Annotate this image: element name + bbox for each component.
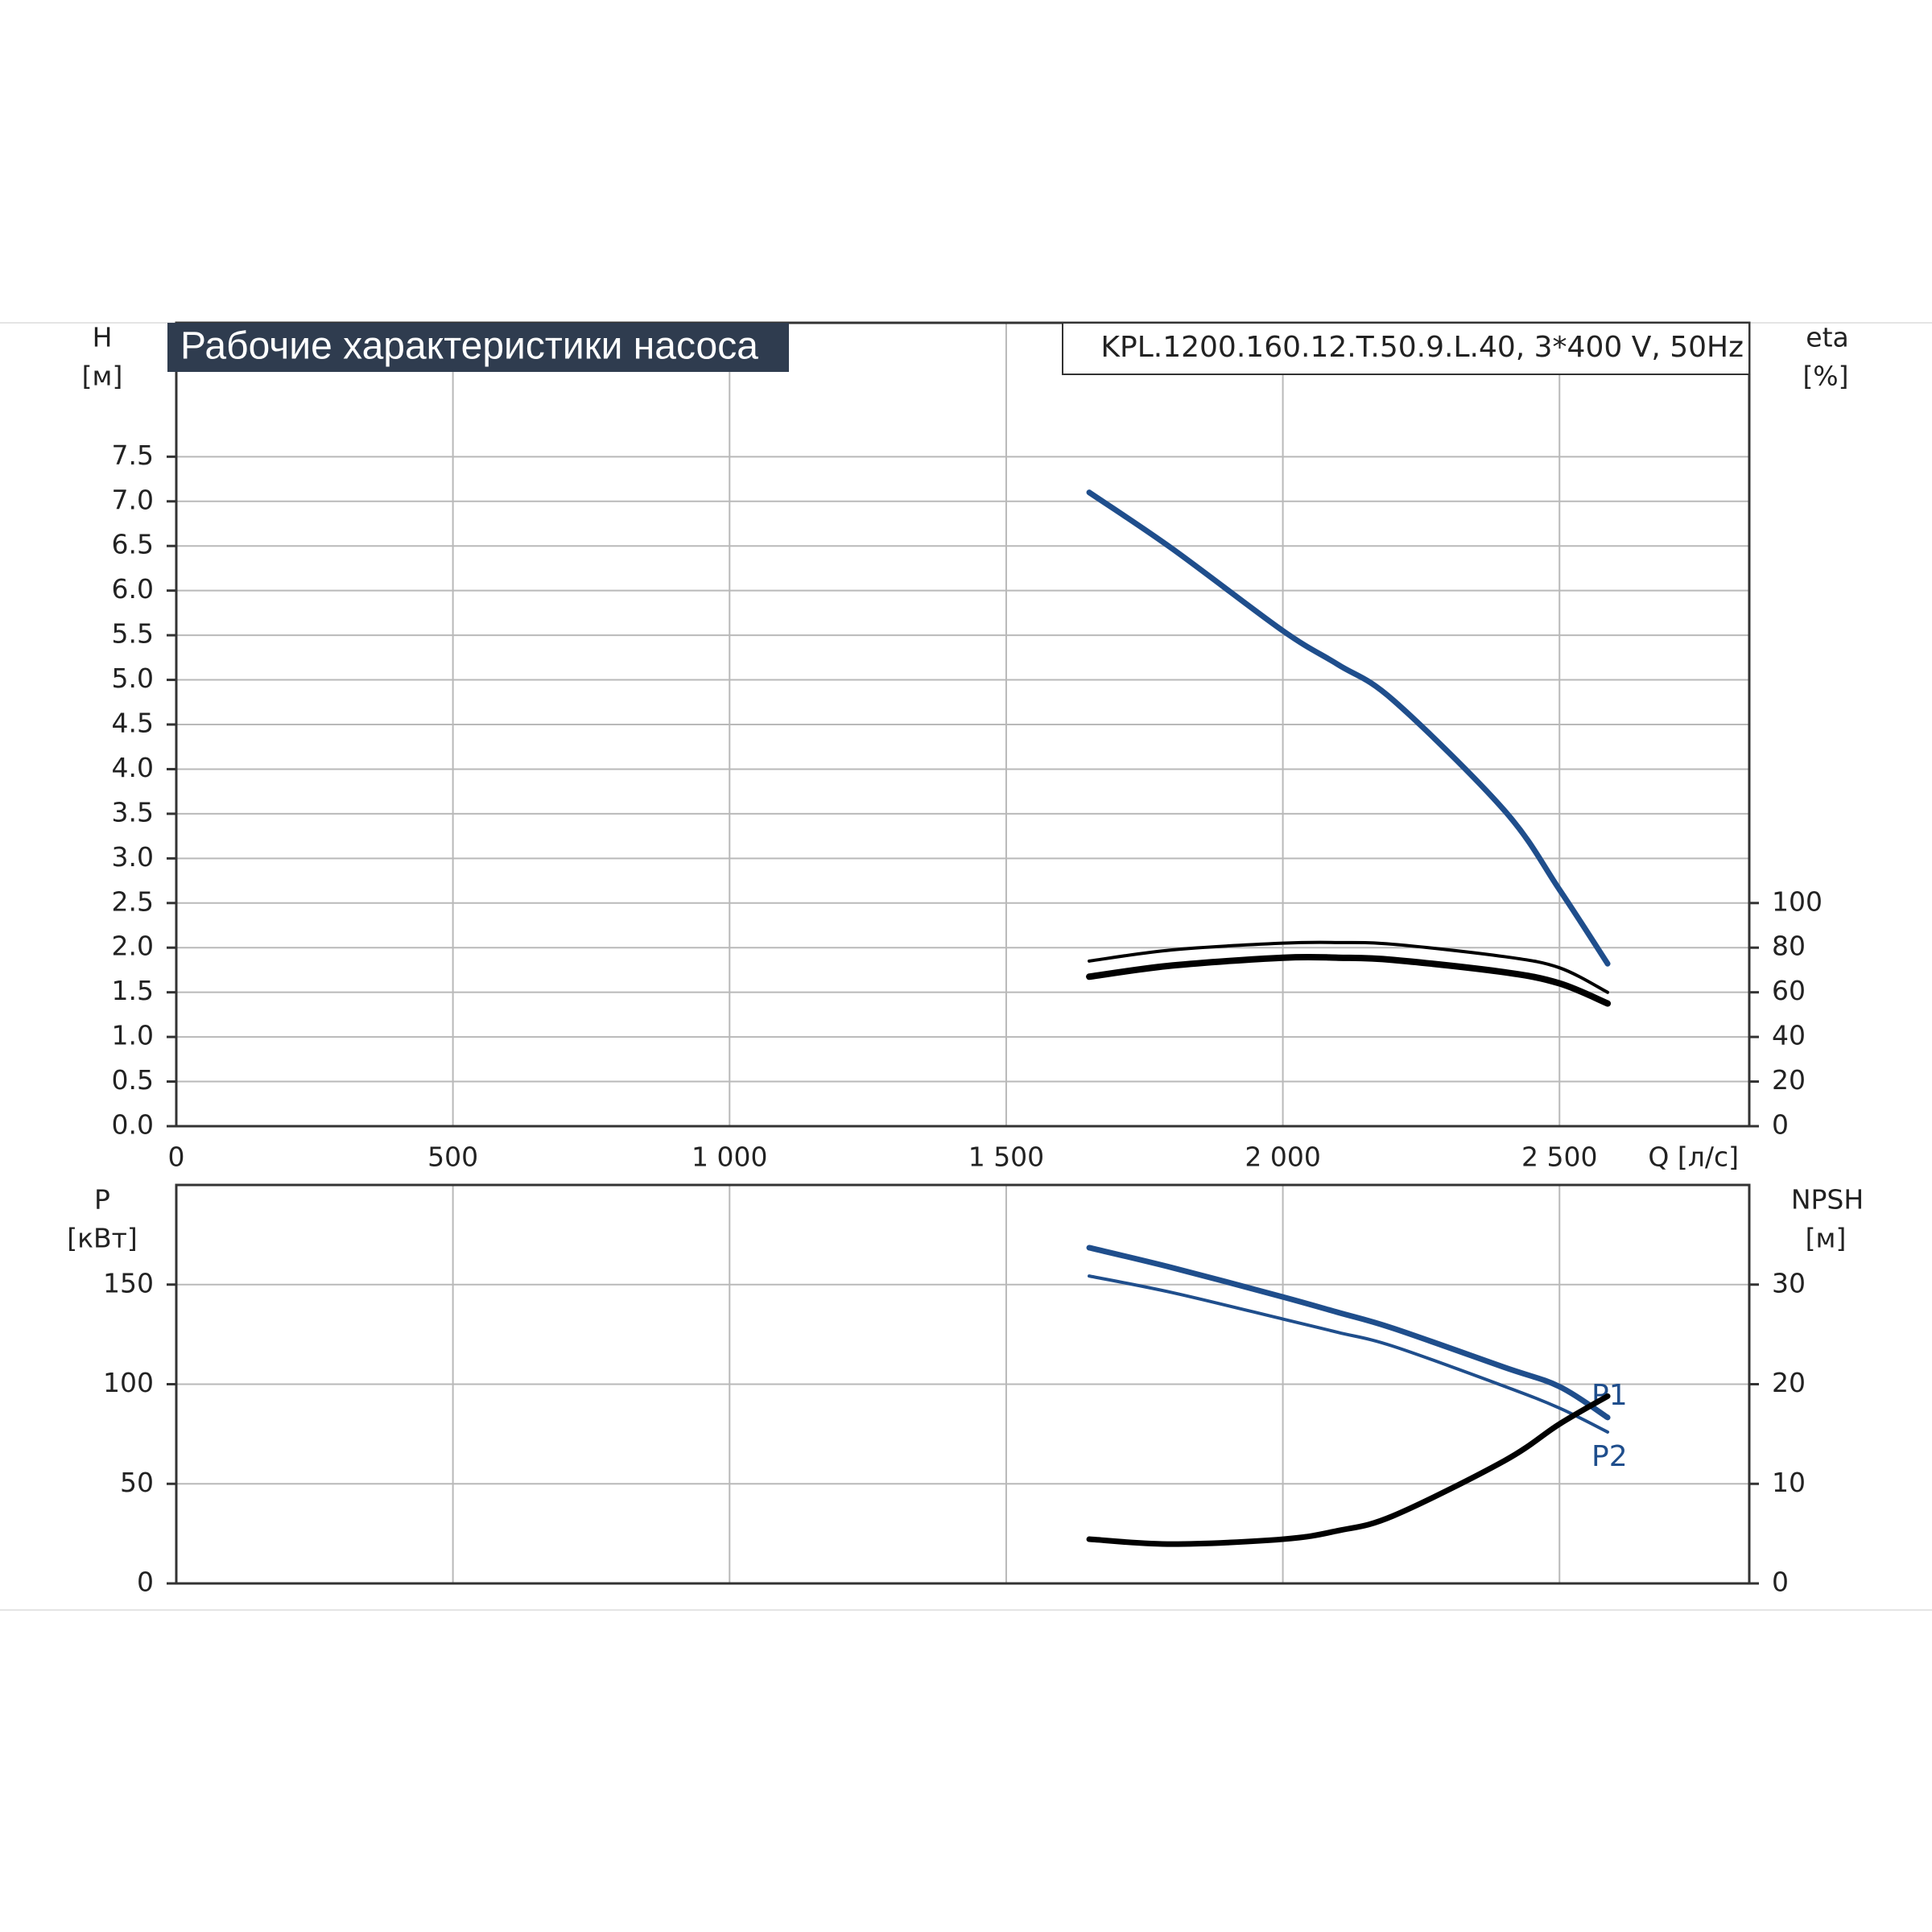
curve [1086, 953, 1612, 1007]
y2-tick-label: 0 [1772, 1567, 1789, 1598]
curve [1086, 1393, 1611, 1547]
y2-tick-label: 20 [1772, 1064, 1806, 1096]
x-tick-label: 500 [427, 1141, 478, 1173]
y2-axis-label: NPSH [1791, 1184, 1864, 1216]
y-tick-label: 0 [137, 1567, 154, 1598]
y2-tick-label: 0 [1772, 1109, 1789, 1141]
curve [1088, 940, 1610, 994]
y2-axis-unit: [%] [1802, 361, 1848, 392]
y2-tick-label: 10 [1772, 1467, 1806, 1498]
y-tick-label: 6.5 [112, 529, 154, 560]
y-tick-label: 0.5 [112, 1064, 154, 1096]
y-tick-label: 50 [120, 1467, 154, 1498]
y-tick-label: 7.5 [112, 440, 154, 471]
y2-axis-unit: [м] [1806, 1223, 1847, 1254]
plot-frame [175, 321, 1751, 1128]
y-tick-label: 4.5 [112, 708, 154, 739]
plot-frame [175, 1183, 1751, 1585]
y-tick-label: 0.0 [112, 1109, 154, 1141]
curve [1086, 489, 1611, 967]
y-tick-label: 150 [103, 1267, 154, 1298]
y2-tick-label: 30 [1772, 1267, 1806, 1298]
y-tick-label: 7.0 [112, 484, 154, 515]
x-tick-label: 1 000 [691, 1141, 767, 1173]
y-tick-label: 1.5 [112, 975, 154, 1006]
y-tick-label: 2.0 [112, 931, 154, 962]
curve [1088, 1274, 1610, 1434]
model-box [1062, 322, 1750, 375]
chart-title: Рабочие характеристики насоса [180, 325, 758, 368]
y-tick-label: 3.5 [112, 796, 154, 828]
x-tick-label: 0 [168, 1141, 185, 1173]
y-tick-label: 5.0 [112, 663, 154, 694]
y-tick-label: 4.0 [112, 752, 154, 783]
y-tick-label: 5.5 [112, 618, 154, 650]
y-axis-unit: [м] [82, 361, 123, 392]
x-axis-label: Q [л/с] [1648, 1141, 1739, 1173]
y-axis-label: P [94, 1184, 110, 1216]
y-tick-label: 6.0 [112, 573, 154, 605]
curve [1086, 1245, 1611, 1421]
y2-tick-label: 100 [1772, 886, 1823, 917]
title-box [167, 323, 789, 372]
y-tick-label: 2.5 [112, 886, 154, 917]
y-tick-label: 1.0 [112, 1020, 154, 1051]
chart-subtitle: KPL.1200.160.12.T.50.9.L.40, 3*400 V, 50… [1100, 331, 1744, 364]
y2-tick-label: 80 [1772, 931, 1806, 962]
x-tick-label: 2 500 [1521, 1141, 1597, 1173]
x-tick-label: 2 000 [1245, 1141, 1320, 1173]
y2-tick-label: 60 [1772, 975, 1806, 1006]
x-tick-label: 1 500 [968, 1141, 1044, 1173]
y2-tick-label: 40 [1772, 1020, 1806, 1051]
y2-tick-label: 20 [1772, 1367, 1806, 1398]
y-axis-unit: [кВт] [67, 1223, 138, 1254]
y-tick-label: 100 [103, 1367, 154, 1398]
y2-axis-label: eta [1806, 322, 1848, 353]
y-axis-label: H [93, 322, 113, 353]
series-label: P2 [1591, 1440, 1628, 1473]
y-tick-label: 3.0 [112, 841, 154, 873]
